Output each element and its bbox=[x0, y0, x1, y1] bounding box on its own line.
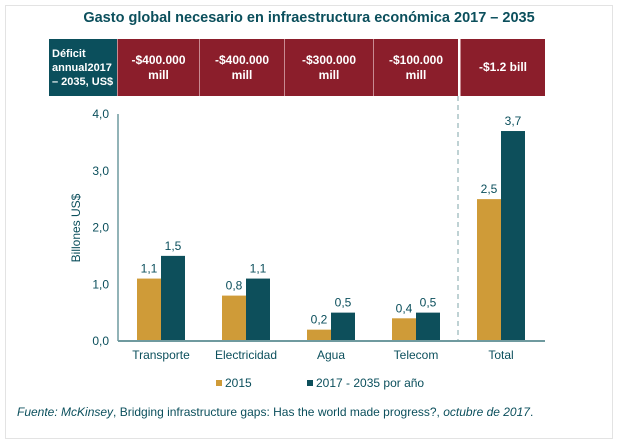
deficit-value: -$400.000 bbox=[131, 52, 186, 67]
legend-item-2017-2035: 2017 - 2035 por año bbox=[307, 376, 424, 390]
deficit-value: -$300.000 bbox=[301, 52, 357, 67]
source-title: , Bridging infrastructure gaps: Has the … bbox=[113, 405, 444, 419]
data-label: 3,7 bbox=[505, 114, 522, 128]
label-line: annual2017 bbox=[52, 61, 112, 74]
bar-2015 bbox=[477, 199, 501, 341]
deficit-cell: -$400.000 mill bbox=[117, 39, 199, 96]
source-note: Fuente: McKinsey, Bridging infrastructur… bbox=[17, 405, 533, 419]
bar-2017-2035 bbox=[331, 312, 355, 341]
data-label: 1,5 bbox=[165, 239, 182, 253]
bar-2017-2035 bbox=[501, 131, 525, 341]
label-line: Déficit bbox=[52, 47, 86, 60]
legend-swatch bbox=[307, 380, 313, 386]
bar-2017-2035 bbox=[161, 255, 185, 341]
deficit-cell: -$400.000 mill bbox=[199, 39, 284, 96]
y-tick-label: 2,0 bbox=[92, 221, 109, 235]
deficit-cell: -$100.000 mill bbox=[373, 39, 458, 96]
deficit-value: mill bbox=[405, 67, 427, 82]
legend-label: 2015 bbox=[225, 376, 252, 390]
bar-2017-2035 bbox=[416, 312, 440, 341]
deficit-value: mill bbox=[318, 67, 340, 82]
deficit-cell: -$1.2 bill bbox=[460, 39, 545, 96]
bar-2015 bbox=[392, 318, 416, 341]
data-label: 0,5 bbox=[420, 296, 437, 310]
deficit-value: -$100.000 bbox=[388, 52, 444, 67]
data-label: 0,4 bbox=[396, 301, 413, 315]
chart-title: Gasto global necesario en infraestructur… bbox=[83, 10, 535, 26]
x-tick-label: Telecom bbox=[394, 348, 439, 362]
legend-label: 2017 - 2035 por año bbox=[316, 376, 425, 390]
deficit-value: mill bbox=[231, 67, 253, 82]
data-label: 0,2 bbox=[311, 313, 328, 327]
x-tick-label: Electricidad bbox=[215, 348, 277, 362]
deficit-value: -$400.000 bbox=[214, 52, 270, 67]
deficit-cell: -$300.000 mill bbox=[284, 39, 373, 96]
data-label: 1,1 bbox=[141, 262, 158, 276]
data-label: 1,1 bbox=[250, 262, 267, 276]
label-line: – 2035, US$ bbox=[52, 75, 114, 88]
y-tick-label: 0,0 bbox=[92, 334, 109, 348]
data-label: 0,8 bbox=[226, 279, 243, 293]
bar-2015 bbox=[307, 329, 331, 341]
x-tick-label: Transporte bbox=[132, 348, 190, 362]
y-axis-label: Billones US$ bbox=[69, 193, 83, 262]
bar-2015 bbox=[222, 295, 246, 341]
source-prefix: Fuente: McKinsey bbox=[17, 405, 114, 419]
legend-swatch bbox=[216, 380, 222, 386]
y-tick-label: 3,0 bbox=[92, 164, 109, 178]
bar-2017-2035 bbox=[246, 278, 270, 341]
source-end: . bbox=[529, 405, 534, 419]
deficit-value: -$1.2 bill bbox=[478, 60, 528, 74]
data-label: 2,5 bbox=[481, 182, 498, 196]
bar-2015 bbox=[137, 278, 161, 341]
y-tick-label: 1,0 bbox=[92, 277, 109, 291]
x-tick-label: Agua bbox=[317, 348, 345, 362]
y-tick-label: 4,0 bbox=[92, 107, 109, 121]
deficit-value: mill bbox=[148, 67, 169, 82]
deficit-header-label: Déficit annual2017– 2035, US$ bbox=[49, 39, 117, 96]
legend-item-2015: 2015 bbox=[216, 376, 252, 390]
x-tick-label: Total bbox=[488, 348, 513, 362]
data-label: 0,5 bbox=[335, 296, 352, 310]
source-date: octubre de 2017 bbox=[443, 405, 530, 419]
